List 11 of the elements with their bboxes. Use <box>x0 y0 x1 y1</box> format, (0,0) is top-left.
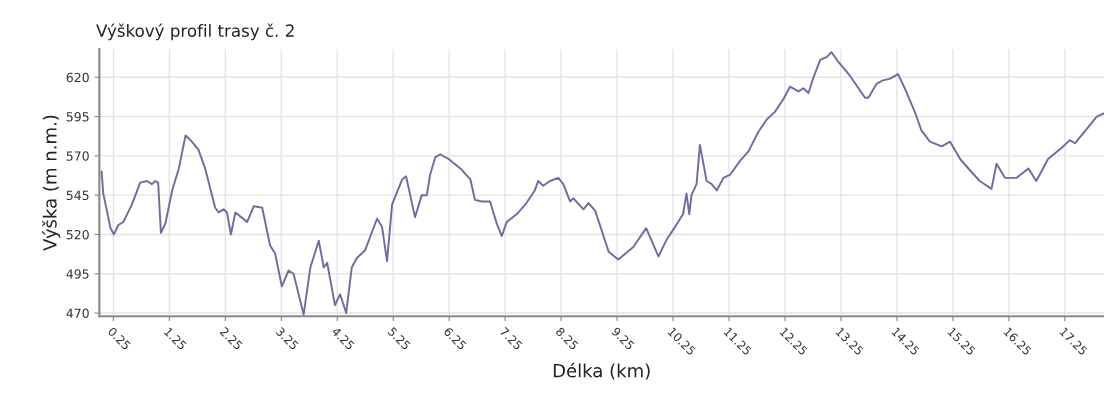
y-tick-label: 470 <box>66 308 89 318</box>
y-tick-label: 595 <box>66 112 89 122</box>
x-axis-title: Délka (km) <box>553 362 650 380</box>
chart-title: Výškový profil trasy č. 2 <box>96 23 294 41</box>
y-tick-label: 545 <box>66 190 89 201</box>
y-axis-title: Výška (m n.m.) <box>42 115 61 251</box>
y-tick-label: 620 <box>66 72 89 83</box>
y-tick-label: 520 <box>66 229 89 240</box>
y-tick-label: 495 <box>66 269 89 279</box>
x-tick-label: 4.25 <box>331 326 355 351</box>
y-tick-label: 570 <box>66 151 89 161</box>
